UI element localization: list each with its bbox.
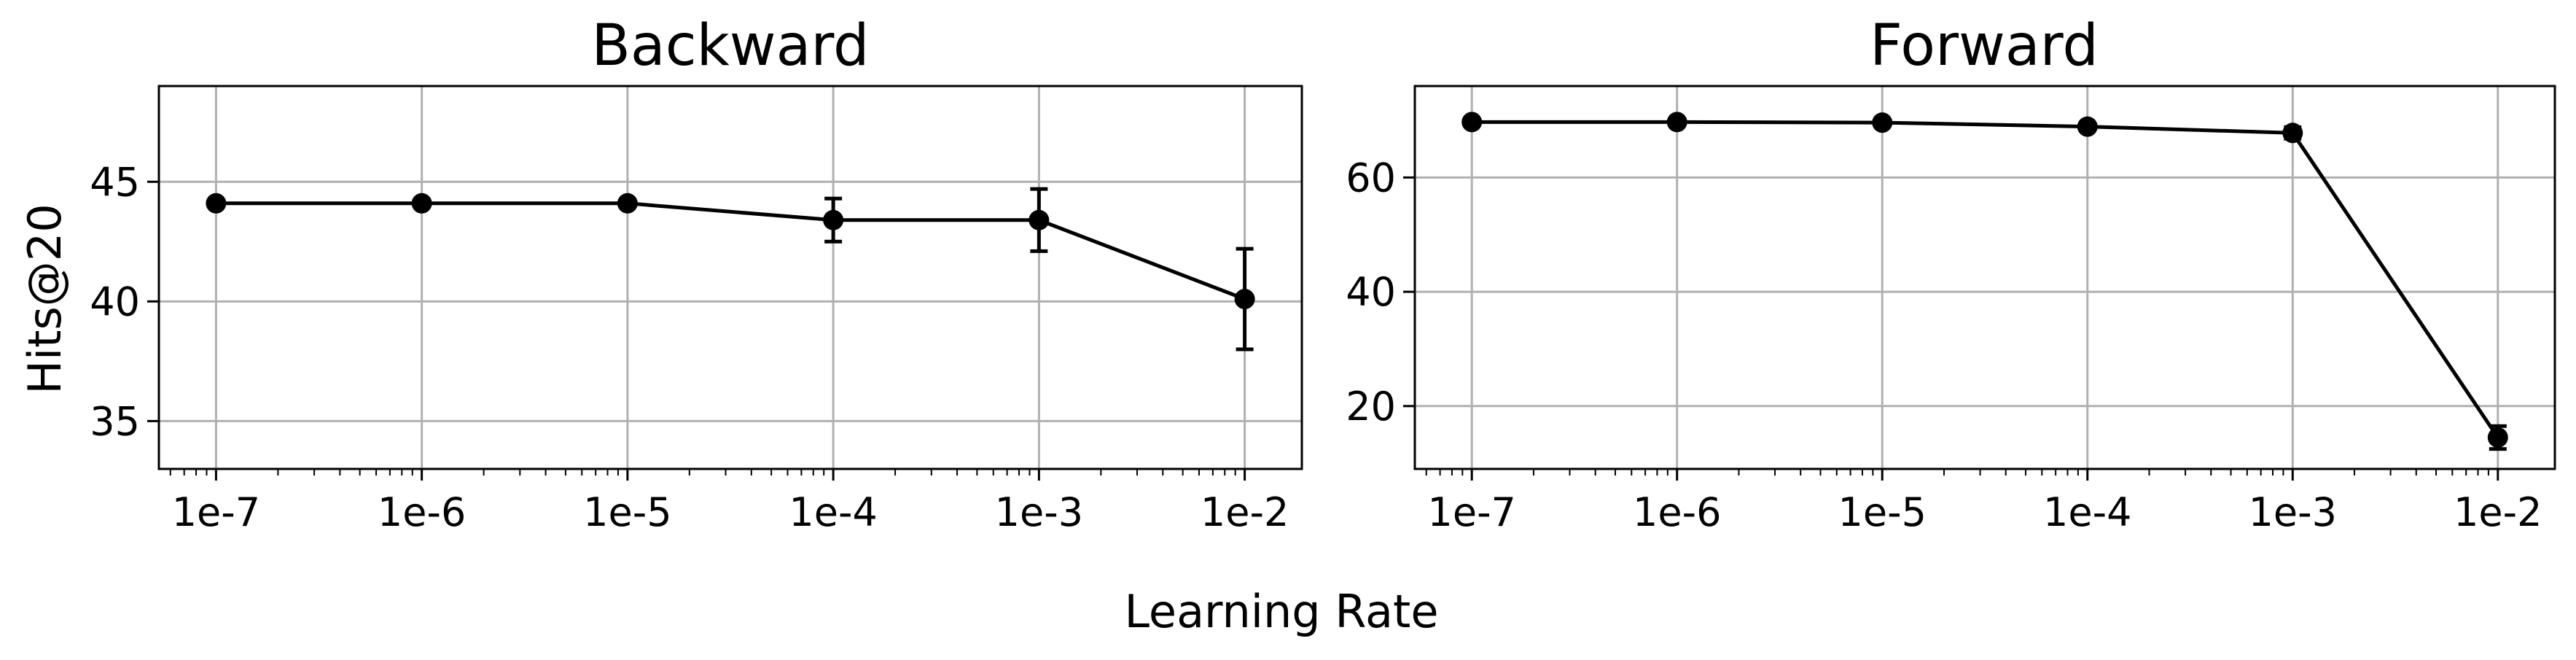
- series-line: [216, 201, 1246, 301]
- data-point: [2077, 116, 2098, 137]
- panel-title: Forward: [1870, 13, 2099, 79]
- data-point: [1666, 112, 1687, 133]
- axes-frame: [1413, 85, 2556, 470]
- x-tick-label: 1e-3: [2249, 489, 2337, 535]
- panel-backward: Backward 1e-7 1e-6 1e-5 1e-4 1e-3 1e-2 35 40 45: [90, 13, 1303, 535]
- x-tick-label: 1e-4: [789, 489, 877, 535]
- y-tick-label: 20: [1346, 384, 1396, 430]
- x-tick-label: 1e-5: [583, 489, 671, 535]
- axes-frame: [157, 85, 1303, 470]
- y-axis-label: Hits@20: [18, 203, 71, 394]
- data-point: [2282, 123, 2303, 144]
- data-point: [1461, 112, 1483, 133]
- data-point: [206, 193, 227, 214]
- data-point: [823, 209, 844, 230]
- x-tick-label: 1e-7: [1427, 489, 1515, 535]
- y-tick-label: 60: [1346, 155, 1396, 201]
- data-point: [2487, 427, 2508, 448]
- x-tick-label: 1e-3: [995, 489, 1083, 535]
- panel-title: Backward: [591, 13, 869, 79]
- data-point: [411, 193, 432, 214]
- x-tick-label: 1e-6: [378, 489, 466, 535]
- panel-forward: Forward 1e-7 1e-6 1e-5 1e-4 1e-3 1e-2 20 40 60: [1346, 13, 2556, 535]
- data-point: [1029, 209, 1050, 230]
- y-tick-label: 35: [90, 398, 140, 444]
- x-tick-label: 1e-4: [2043, 489, 2131, 535]
- data-point: [617, 193, 638, 214]
- x-tick-label: 1e-2: [1201, 489, 1289, 535]
- y-tick-label: 40: [90, 279, 140, 325]
- x-tick-label: 1e-6: [1633, 489, 1721, 535]
- x-tick-label: 1e-2: [2454, 489, 2542, 535]
- x-axis-label: Learning Rate: [1124, 585, 1438, 638]
- y-tick-label: 45: [90, 159, 140, 205]
- y-tick-label: 40: [1346, 269, 1396, 315]
- series-line: [1472, 120, 2499, 439]
- data-point: [1234, 289, 1255, 310]
- x-tick-label: 1e-5: [1838, 489, 1927, 535]
- data-point: [1872, 112, 1893, 133]
- x-tick-label: 1e-7: [172, 489, 260, 535]
